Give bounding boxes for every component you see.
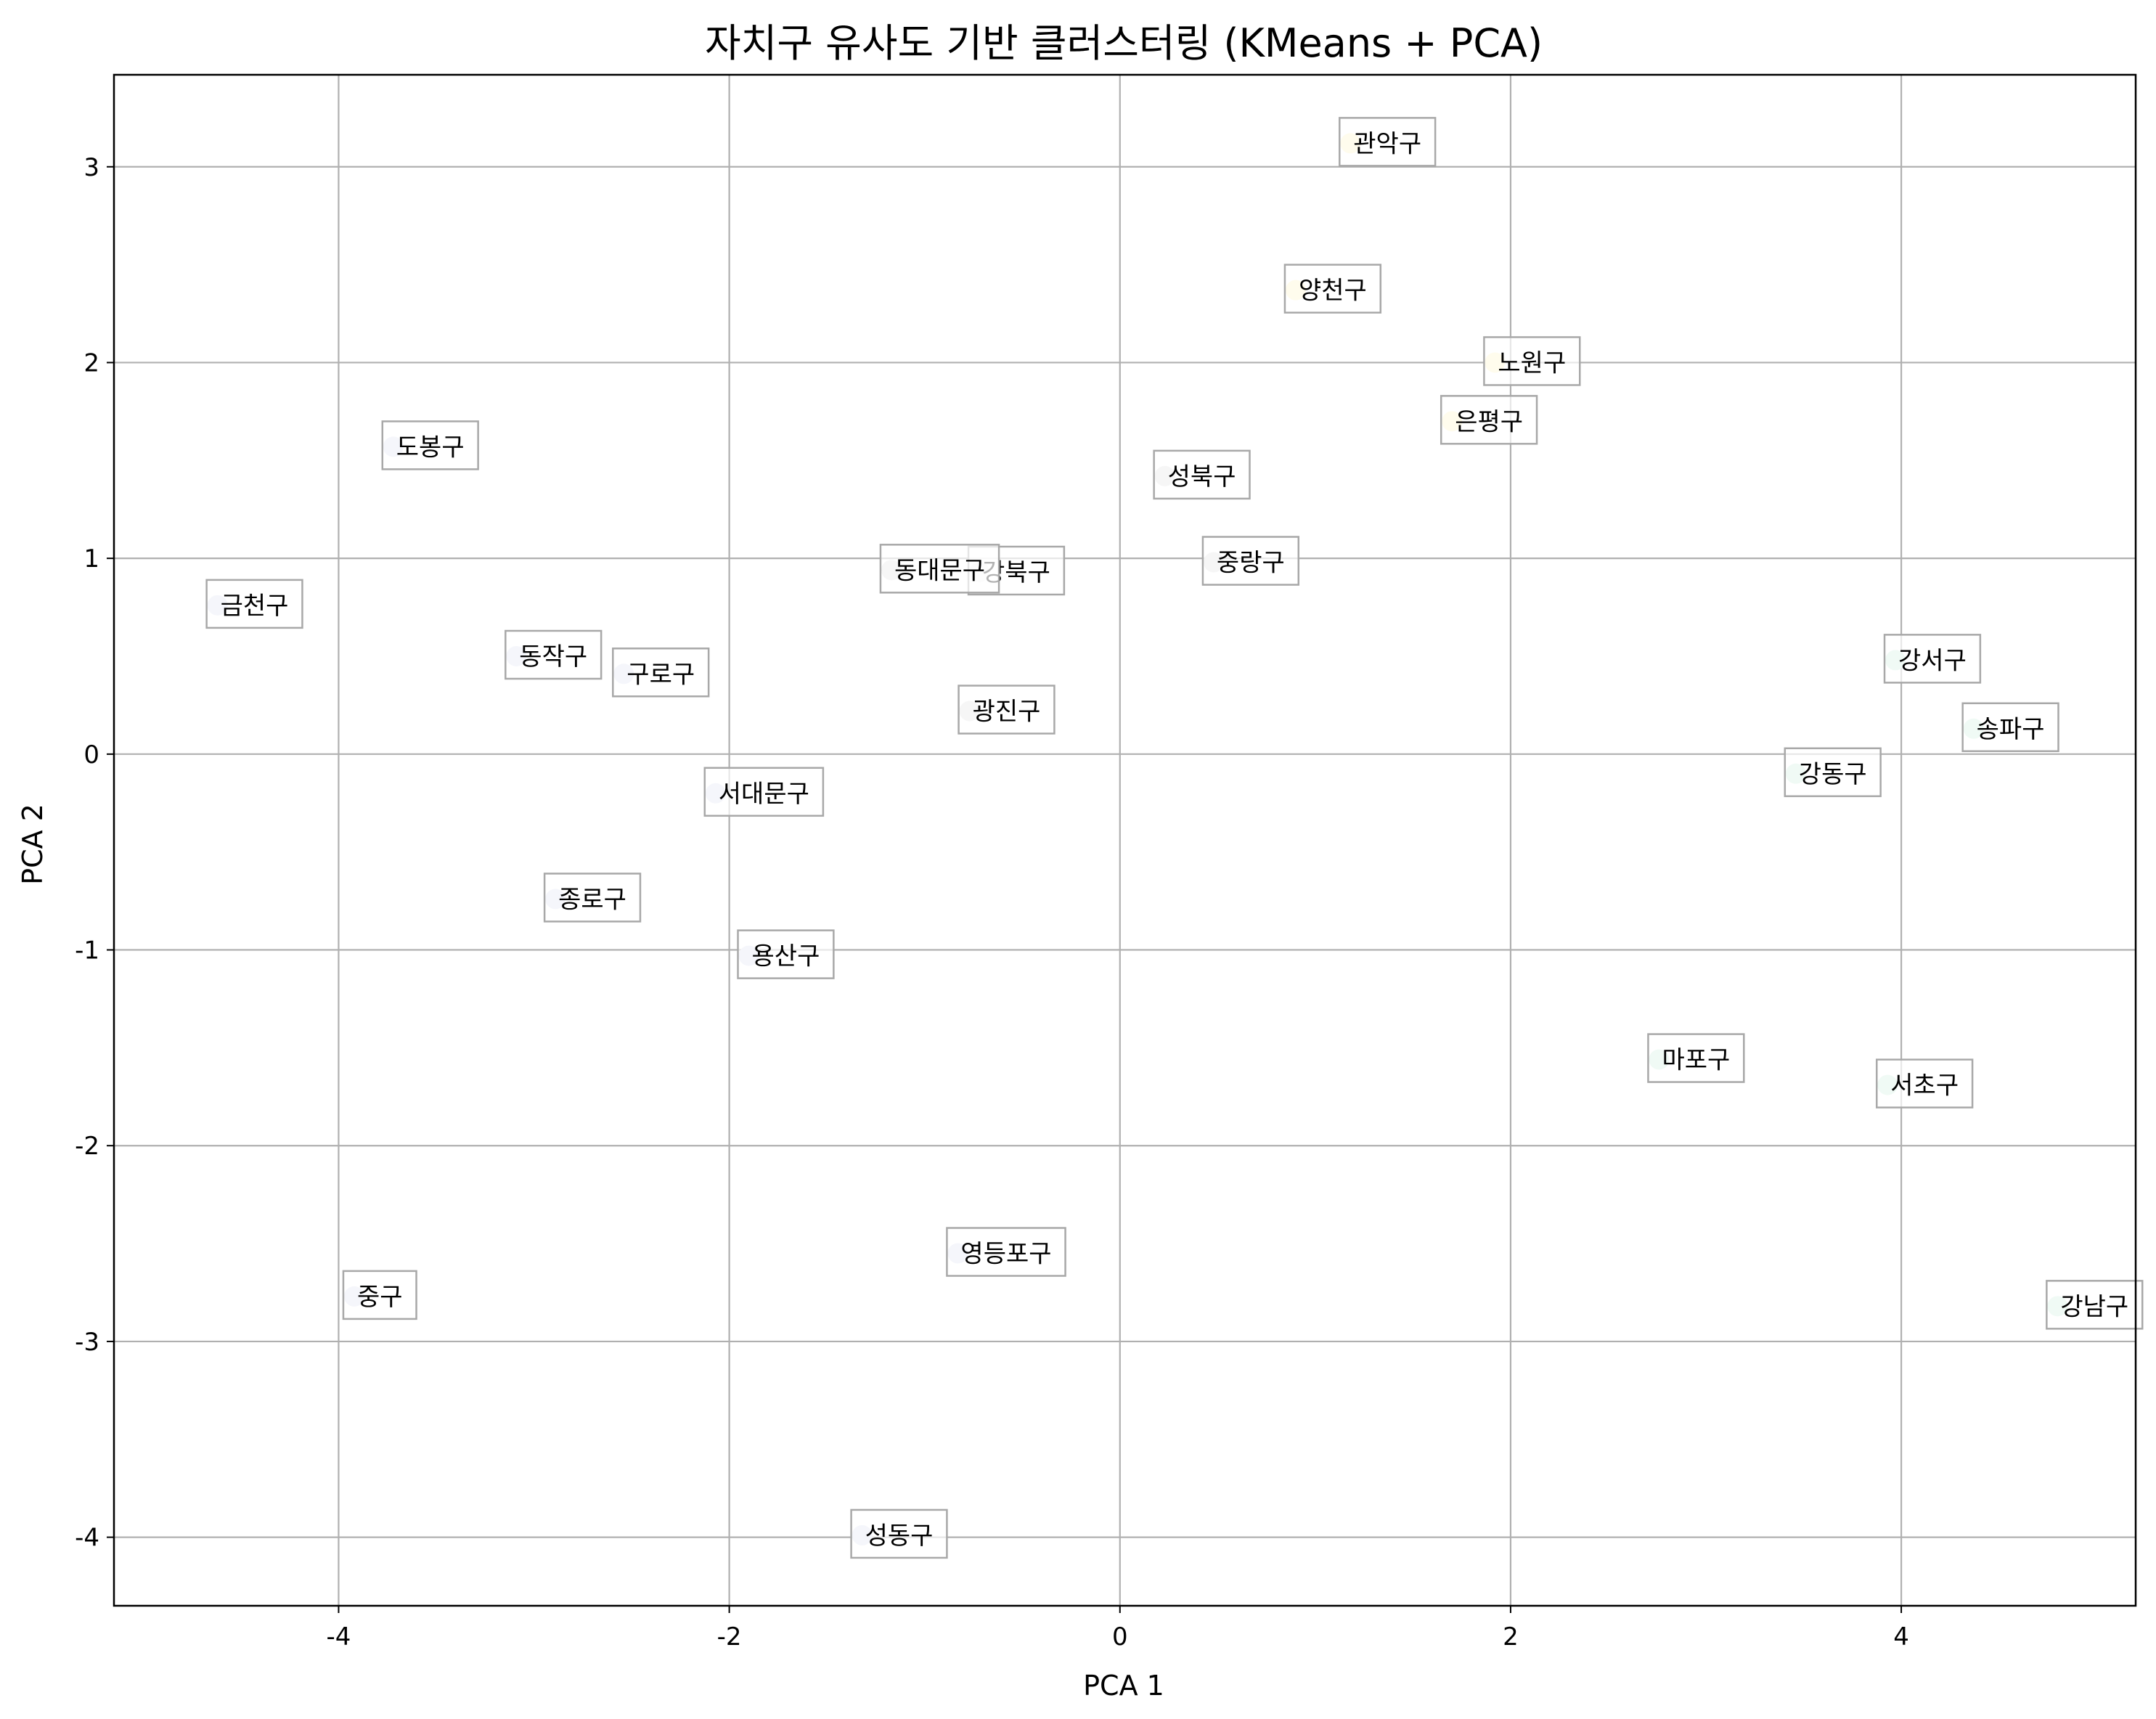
data-label-box bbox=[1339, 117, 1437, 167]
data-label-text: 성북구 bbox=[1168, 462, 1236, 491]
data-label-text: 종로구 bbox=[558, 885, 626, 914]
data-label-box bbox=[543, 873, 642, 923]
data-label: 강남구 bbox=[2046, 1280, 2144, 1330]
data-label-text: 성동구 bbox=[865, 1522, 934, 1551]
data-label-box bbox=[737, 929, 835, 979]
data-label: 강서구 bbox=[1883, 634, 1982, 684]
data-label-text: 중구 bbox=[357, 1283, 403, 1312]
data-points bbox=[207, 133, 2068, 1546]
data-label: 양천구 bbox=[1283, 264, 1382, 314]
y-tick-label: -2 bbox=[75, 1132, 99, 1161]
y-axis-label: PCA 2 bbox=[17, 804, 49, 885]
data-label-text: 서대문구 bbox=[719, 780, 809, 809]
plot-area-frame bbox=[113, 73, 2137, 1607]
data-label-text: 중랑구 bbox=[1217, 549, 1285, 578]
x-tick-label: -2 bbox=[717, 1622, 742, 1651]
data-label-text: 관악구 bbox=[1353, 129, 1421, 158]
x-axis-label: PCA 1 bbox=[1083, 1670, 1164, 1702]
data-label: 서초구 bbox=[1876, 1058, 1974, 1108]
x-tick-label: 2 bbox=[1503, 1622, 1519, 1651]
data-label-box bbox=[879, 544, 1000, 594]
data-label: 중구 bbox=[342, 1270, 417, 1320]
grid-lines bbox=[114, 75, 2136, 1606]
data-label: 노원구 bbox=[1483, 336, 1581, 386]
y-tick-label: 3 bbox=[83, 153, 99, 182]
chart-title: 자치구 유사도 기반 클러스터링 (KMeans + PCA) bbox=[705, 20, 1543, 66]
data-label: 동작구 bbox=[505, 629, 603, 680]
data-label-text: 금천구 bbox=[221, 592, 289, 621]
data-label-text: 구로구 bbox=[626, 660, 695, 689]
y-tick-label: -1 bbox=[75, 936, 99, 965]
data-label-text: 강서구 bbox=[1898, 646, 1967, 675]
data-label: 용산구 bbox=[737, 929, 835, 979]
data-label: 중랑구 bbox=[1201, 536, 1300, 586]
data-label: 송파구 bbox=[1961, 702, 2059, 753]
data-label-text: 영등포구 bbox=[960, 1240, 1051, 1269]
data-label: 금천구 bbox=[205, 579, 303, 629]
data-label-box bbox=[1201, 536, 1300, 586]
data-label-text: 동작구 bbox=[519, 642, 587, 671]
data-label: 강동구 bbox=[1784, 747, 1882, 798]
data-label: 도봉구 bbox=[381, 420, 479, 470]
data-label-box bbox=[1876, 1058, 1974, 1108]
data-label-text: 양천구 bbox=[1299, 277, 1367, 306]
y-tick-label: -3 bbox=[75, 1328, 99, 1357]
data-label-box bbox=[1283, 264, 1382, 314]
data-label-text: 서초구 bbox=[1890, 1071, 1959, 1101]
x-tick-label: 4 bbox=[1893, 1622, 1909, 1651]
x-axis-ticks: -4 -2 0 2 4 bbox=[326, 1606, 1909, 1651]
data-label-box bbox=[850, 1508, 948, 1559]
x-tick-label: 0 bbox=[1112, 1622, 1128, 1651]
y-tick-label: 0 bbox=[83, 740, 99, 769]
data-label-box bbox=[612, 648, 710, 698]
data-label-box bbox=[957, 685, 1055, 735]
y-tick-label: 2 bbox=[83, 348, 99, 377]
data-label-text: 용산구 bbox=[752, 942, 820, 971]
y-tick-label: -4 bbox=[75, 1524, 99, 1553]
data-label-box bbox=[205, 579, 303, 629]
data-label: 성동구 bbox=[850, 1508, 948, 1559]
data-label-box bbox=[1153, 449, 1251, 500]
data-label-box bbox=[1883, 634, 1982, 684]
data-label: 서대문구 bbox=[703, 767, 825, 817]
data-label: 관악구 bbox=[1339, 117, 1437, 167]
data-label-text: 강동구 bbox=[1799, 760, 1867, 789]
data-label-box bbox=[381, 420, 479, 470]
data-label-text: 동대문구 bbox=[894, 556, 985, 585]
data-label-text: 은평구 bbox=[1455, 407, 1523, 436]
data-label-box bbox=[2046, 1280, 2144, 1330]
data-label: 구로구 bbox=[612, 648, 710, 698]
data-label: 마포구 bbox=[1647, 1033, 1745, 1083]
data-label-text: 마포구 bbox=[1662, 1046, 1730, 1075]
data-label-box bbox=[1440, 395, 1538, 445]
data-label-box bbox=[946, 1227, 1066, 1277]
data-label: 동대문구 bbox=[879, 544, 1000, 594]
y-tick-label: 1 bbox=[83, 544, 99, 573]
data-label-text: 강남구 bbox=[2060, 1292, 2128, 1321]
data-label-box bbox=[1784, 747, 1882, 798]
data-label-box bbox=[342, 1270, 417, 1320]
data-label-text: 도봉구 bbox=[396, 433, 465, 462]
y-axis-ticks: -4 -3 -2 -1 0 1 2 3 bbox=[75, 153, 114, 1553]
data-label: 광진구 bbox=[957, 685, 1055, 735]
data-label: 영등포구 bbox=[946, 1227, 1066, 1277]
data-label-text: 광진구 bbox=[973, 698, 1041, 727]
data-label-box bbox=[1961, 702, 2059, 753]
data-label-box bbox=[1483, 336, 1581, 386]
data-label: 종로구 bbox=[543, 873, 642, 923]
data-label: 은평구 bbox=[1440, 395, 1538, 445]
data-label-text: 노원구 bbox=[1498, 348, 1566, 377]
data-label: 성북구 bbox=[1153, 449, 1251, 500]
data-label-box bbox=[505, 629, 603, 680]
data-label-text: 송파구 bbox=[1977, 715, 2045, 744]
data-label-box bbox=[703, 767, 825, 817]
data-label-box bbox=[1647, 1033, 1745, 1083]
x-tick-label: -4 bbox=[326, 1622, 351, 1651]
